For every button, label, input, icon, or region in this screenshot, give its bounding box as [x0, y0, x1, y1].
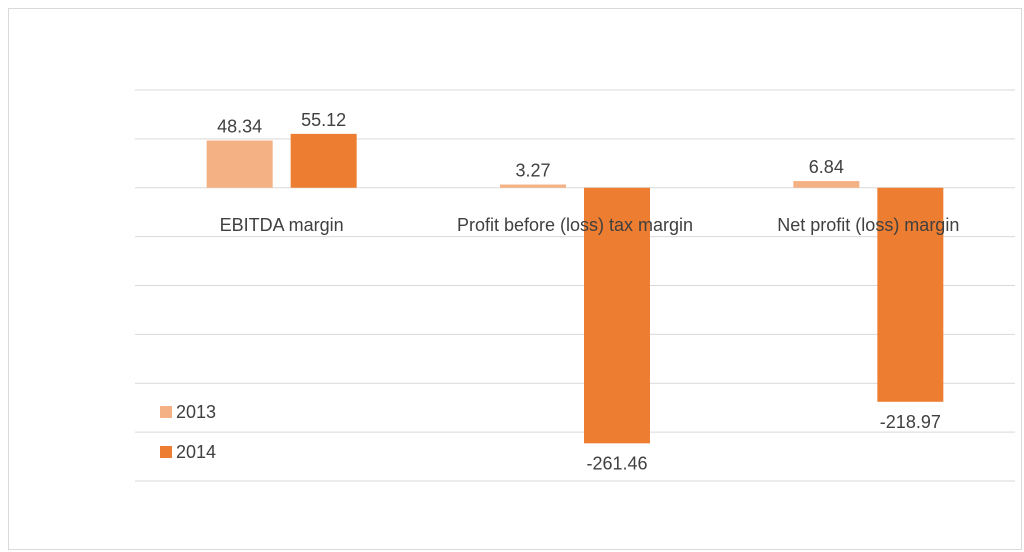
- data-label: 6.84: [809, 157, 844, 177]
- chart-frame: [8, 8, 1022, 550]
- x-tick-label: EBITDA margin: [219, 214, 344, 235]
- bar: [290, 133, 357, 188]
- bar: [793, 181, 860, 188]
- x-tick-label: Profit before (loss) tax margin: [456, 214, 694, 235]
- bar: [500, 184, 566, 188]
- data-label: 55.12: [301, 110, 346, 130]
- legend-swatch: [160, 446, 172, 458]
- legend-label: 2014: [176, 442, 216, 462]
- bar: [877, 187, 944, 402]
- legend-swatch: [160, 406, 172, 418]
- data-label: 48.34: [217, 116, 262, 136]
- data-label: -218.97: [880, 412, 941, 432]
- data-label: -261.46: [586, 453, 647, 473]
- x-tick-label: Net profit (loss) margin: [777, 214, 960, 235]
- legend-label: 2013: [176, 402, 216, 422]
- data-label: 3.27: [515, 161, 550, 181]
- bar: [206, 140, 273, 188]
- bar: [584, 187, 650, 444]
